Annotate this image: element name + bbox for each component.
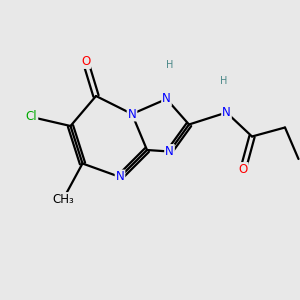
Text: N: N [128,107,136,121]
Text: H: H [220,76,227,86]
Text: O: O [81,55,90,68]
Text: N: N [165,145,174,158]
Text: H: H [166,59,173,70]
Text: N: N [222,106,231,119]
Text: O: O [238,163,247,176]
Text: CH₃: CH₃ [52,193,74,206]
Text: N: N [162,92,171,106]
Text: Cl: Cl [26,110,37,124]
Text: N: N [116,170,124,184]
